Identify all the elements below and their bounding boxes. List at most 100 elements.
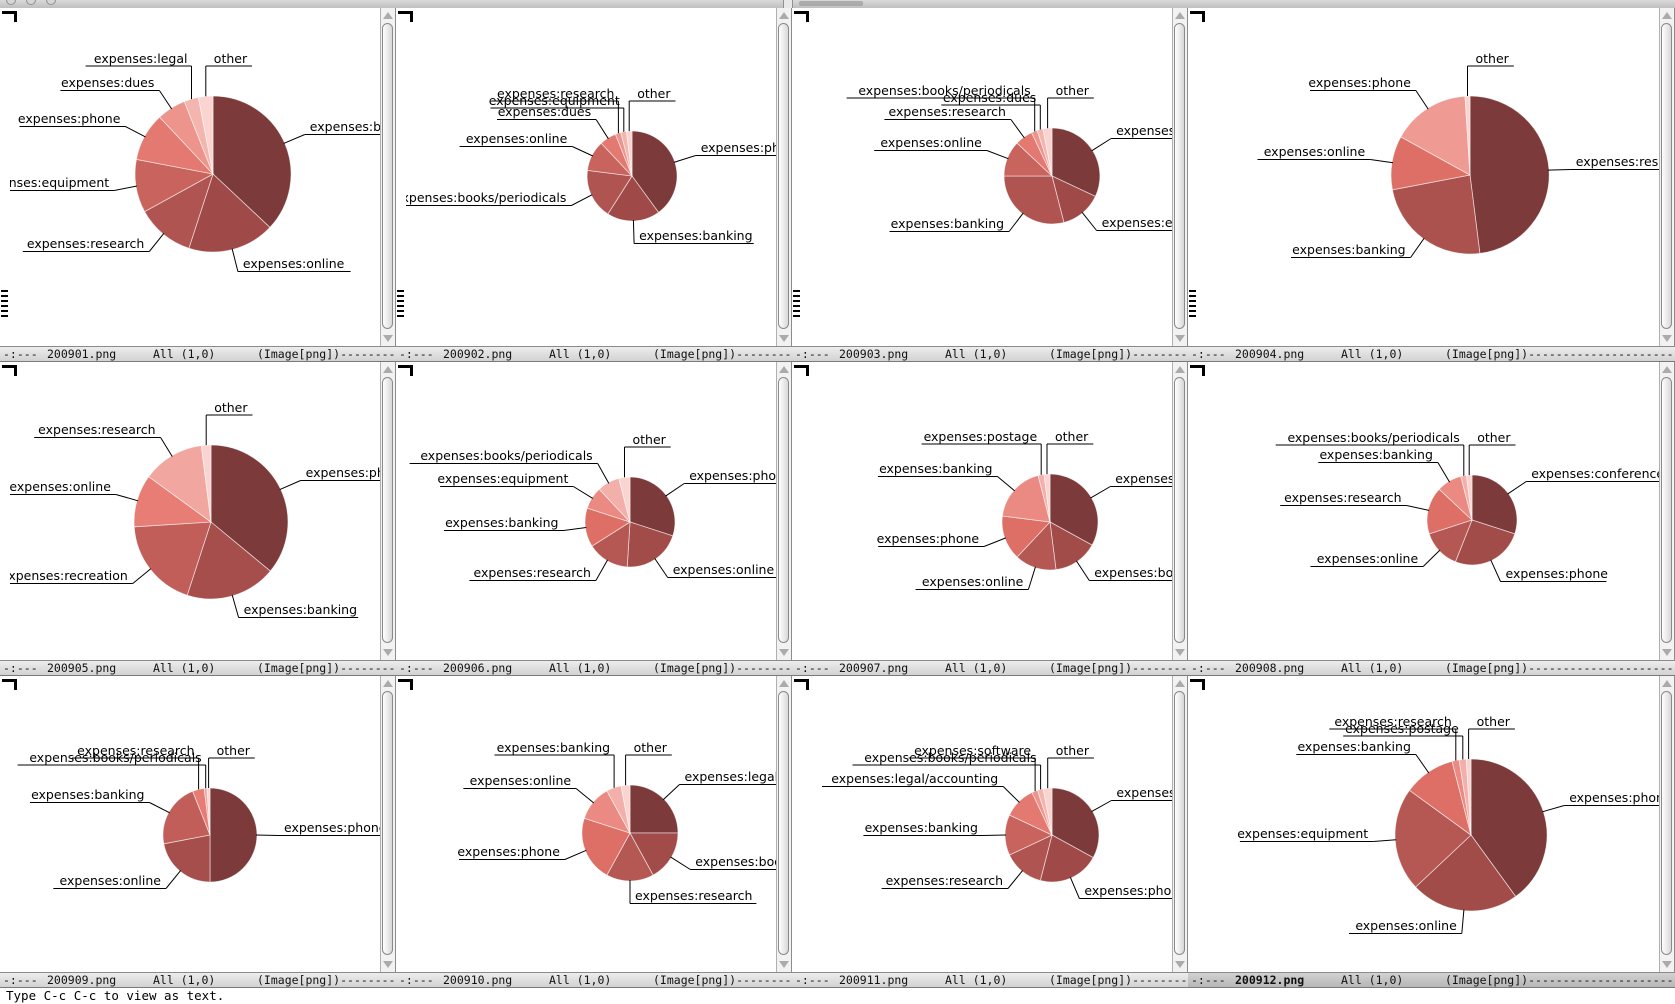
scrollbar-up-arrow-icon[interactable] [1175, 12, 1185, 19]
vertical-scrollbar[interactable] [776, 362, 792, 660]
modeline-200912.png[interactable]: -:--- 200912.png All (1,0) (Image[png]) ----… [1188, 972, 1675, 988]
pie-chart-200909.png[interactable]: expenses:phone expenses:online expenses:ba… [10, 676, 380, 972]
image-buffer-area[interactable]: expenses:phone expenses:online expenses:eq… [1188, 676, 1659, 972]
image-buffer-area[interactable]: expenses:legal/accounting expenses:books/… [396, 676, 776, 972]
scrollbar-up-arrow-icon[interactable] [1662, 366, 1672, 373]
vertical-scrollbar[interactable] [380, 676, 396, 972]
pie-chart-200904.png[interactable]: expenses:research expenses:banking expense… [1198, 8, 1659, 346]
scrollbar-up-arrow-icon[interactable] [1662, 680, 1672, 687]
modeline-200901.png[interactable]: -:--- 200901.png All (1,0) (Image[png]) ----… [0, 346, 396, 362]
image-buffer-area[interactable]: expenses:online expenses:phone expenses:re… [792, 676, 1172, 972]
label-leader-line [231, 594, 240, 618]
pie-chart-200911.png[interactable]: expenses:online expenses:phone expenses:re… [802, 676, 1172, 972]
vertical-scrollbar[interactable] [1172, 362, 1188, 660]
scrollbar-up-arrow-icon[interactable] [779, 12, 789, 19]
scrollbar-thumb[interactable] [382, 691, 393, 955]
scrollbar-thumb[interactable] [1174, 691, 1185, 955]
pie-chart-200902.png[interactable]: expenses:phone expenses:banking expenses:b… [406, 8, 776, 346]
scrollbar-down-arrow-icon[interactable] [1662, 335, 1672, 342]
label-leader-line [632, 219, 635, 244]
pie-slice-label: expenses:dues [61, 75, 154, 90]
scrollbar-down-arrow-icon[interactable] [383, 961, 393, 968]
scrollbar-up-arrow-icon[interactable] [1175, 366, 1185, 373]
modeline-200910.png[interactable]: -:--- 200910.png All (1,0) (Image[png]) ----… [396, 972, 792, 988]
scrollbar-down-arrow-icon[interactable] [779, 961, 789, 968]
scrollbar-thumb[interactable] [778, 23, 789, 329]
vertical-scrollbar[interactable] [1659, 676, 1675, 972]
image-buffer-area[interactable]: expenses:research expenses:banking expense… [1188, 8, 1659, 346]
modeline-200905.png[interactable]: -:--- 200905.png All (1,0) (Image[png]) ----… [0, 660, 396, 676]
scrollbar-up-arrow-icon[interactable] [383, 12, 393, 19]
scrollbar-down-arrow-icon[interactable] [1175, 961, 1185, 968]
minibuffer[interactable]: Type C-c C-c to view as text. [0, 988, 1675, 1004]
scrollbar-down-arrow-icon[interactable] [779, 335, 789, 342]
close-window-icon[interactable] [6, 0, 16, 5]
modeline-200902.png[interactable]: -:--- 200902.png All (1,0) (Image[png]) ----… [396, 346, 792, 362]
vertical-scrollbar[interactable] [1172, 676, 1188, 972]
pie-slice-label: expenses:conferences [1531, 466, 1659, 481]
image-buffer-area[interactable]: expenses:phone expenses:banking expenses:b… [396, 8, 776, 346]
vertical-scrollbar[interactable] [776, 8, 792, 346]
scrollbar-thumb[interactable] [1661, 691, 1672, 955]
zoom-window-icon[interactable] [46, 0, 56, 5]
image-corner-indicator [398, 365, 413, 376]
minimize-window-icon[interactable] [26, 0, 36, 5]
pie-chart-200905.png[interactable]: expenses:phone expenses:banking expenses:r… [10, 362, 380, 660]
scrollbar-down-arrow-icon[interactable] [1175, 649, 1185, 656]
image-buffer-area[interactable]: expenses:research expenses:books/periodic… [792, 362, 1172, 660]
modeline-dashes: ----------------------------------------… [736, 661, 792, 675]
scrollbar-thumb[interactable] [382, 23, 393, 329]
modeline-200909.png[interactable]: -:--- 200909.png All (1,0) (Image[png]) ----… [0, 972, 396, 988]
scrollbar-up-arrow-icon[interactable] [779, 366, 789, 373]
scrollbar-down-arrow-icon[interactable] [779, 649, 789, 656]
vertical-scrollbar[interactable] [1659, 362, 1675, 660]
scrollbar-up-arrow-icon[interactable] [779, 680, 789, 687]
pie-chart-200901.png[interactable]: expenses:banking expenses:online expenses:… [10, 8, 380, 346]
pie-slice-label: expenses:phone [457, 844, 560, 859]
pie-slice-label: expenses:software [914, 743, 1031, 758]
modeline-200911.png[interactable]: -:--- 200911.png All (1,0) (Image[png]) ----… [792, 972, 1188, 988]
scrollbar-down-arrow-icon[interactable] [383, 649, 393, 656]
scrollbar-down-arrow-icon[interactable] [383, 335, 393, 342]
vertical-scrollbar[interactable] [380, 8, 396, 346]
scrollbar-thumb[interactable] [382, 377, 393, 643]
scrollbar-thumb[interactable] [778, 377, 789, 643]
pie-slice-label: expenses:postage [924, 429, 1038, 444]
scrollbar-up-arrow-icon[interactable] [1175, 680, 1185, 687]
scrollbar-thumb[interactable] [1174, 377, 1185, 643]
pie-chart-200912.png[interactable]: expenses:phone expenses:online expenses:eq… [1198, 676, 1659, 972]
modeline-200903.png[interactable]: -:--- 200903.png All (1,0) (Image[png]) ----… [792, 346, 1188, 362]
modeline-200906.png[interactable]: -:--- 200906.png All (1,0) (Image[png]) ----… [396, 660, 792, 676]
image-buffer-area[interactable]: expenses:banking expenses:online expenses:… [0, 8, 380, 346]
modeline-position: All (1,0) [1341, 661, 1404, 675]
pie-chart-200906.png[interactable]: expenses:phone expenses:online expenses:re… [406, 362, 776, 660]
scrollbar-thumb[interactable] [1661, 377, 1672, 643]
vertical-scrollbar[interactable] [1659, 8, 1675, 346]
scrollbar-down-arrow-icon[interactable] [1662, 649, 1672, 656]
scrollbar-thumb[interactable] [1661, 23, 1672, 329]
pie-chart-200908.png[interactable]: expenses:conferences expenses:phone expens… [1198, 362, 1659, 660]
scrollbar-up-arrow-icon[interactable] [383, 366, 393, 373]
vertical-scrollbar[interactable] [776, 676, 792, 972]
modeline-200908.png[interactable]: -:--- 200908.png All (1,0) (Image[png]) ----… [1188, 660, 1675, 676]
pie-slice-label: expenses:research [886, 873, 1003, 888]
image-buffer-area[interactable]: expenses:phone expenses:online expenses:re… [396, 362, 776, 660]
image-buffer-area[interactable]: expenses:phone expenses:equipment expenses… [792, 8, 1172, 346]
image-buffer-area[interactable]: expenses:phone expenses:online expenses:ba… [0, 676, 380, 972]
pie-chart-200907.png[interactable]: expenses:research expenses:books/periodic… [802, 362, 1172, 660]
scrollbar-up-arrow-icon[interactable] [1662, 12, 1672, 19]
scrollbar-down-arrow-icon[interactable] [1662, 961, 1672, 968]
image-buffer-area[interactable]: expenses:phone expenses:banking expenses:r… [0, 362, 380, 660]
scrollbar-down-arrow-icon[interactable] [1175, 335, 1185, 342]
scrollbar-thumb[interactable] [1174, 23, 1185, 329]
modeline-200907.png[interactable]: -:--- 200907.png All (1,0) (Image[png]) ----… [792, 660, 1188, 676]
modeline-200904.png[interactable]: -:--- 200904.png All (1,0) (Image[png]) ----… [1188, 346, 1675, 362]
pie-slice-label: expenses:books/periodicals [406, 190, 566, 205]
image-buffer-area[interactable]: expenses:conferences expenses:phone expens… [1188, 362, 1659, 660]
vertical-scrollbar[interactable] [380, 362, 396, 660]
scrollbar-thumb[interactable] [778, 691, 789, 955]
pie-chart-200903.png[interactable]: expenses:phone expenses:equipment expenses… [802, 8, 1172, 346]
scrollbar-up-arrow-icon[interactable] [383, 680, 393, 687]
pie-chart-200910.png[interactable]: expenses:legal/accounting expenses:books/… [406, 676, 776, 972]
vertical-scrollbar[interactable] [1172, 8, 1188, 346]
